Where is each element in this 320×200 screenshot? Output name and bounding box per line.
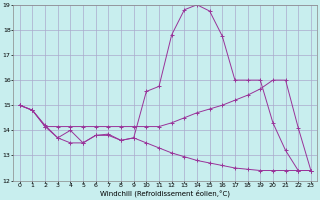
X-axis label: Windchill (Refroidissement éolien,°C): Windchill (Refroidissement éolien,°C) [100, 190, 230, 197]
